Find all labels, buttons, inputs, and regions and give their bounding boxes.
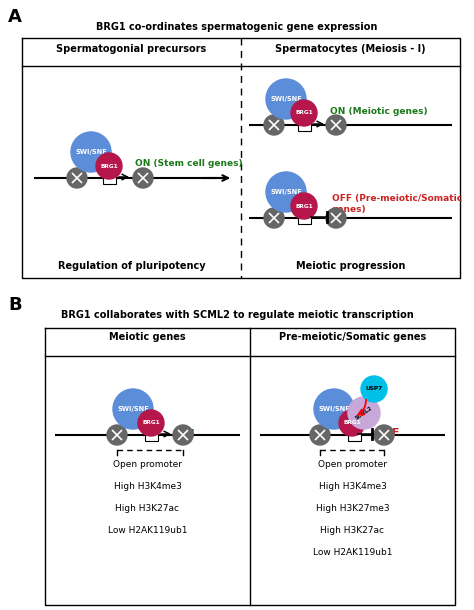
Text: Low H2AK119ub1: Low H2AK119ub1 — [108, 526, 187, 535]
Circle shape — [361, 376, 387, 402]
Text: Spermatocytes (Meiosis - I): Spermatocytes (Meiosis - I) — [275, 44, 426, 54]
Text: BRG1: BRG1 — [295, 204, 313, 209]
Text: High H3K27ac: High H3K27ac — [320, 526, 384, 535]
Text: SWI/SNF: SWI/SNF — [117, 406, 149, 412]
Bar — [298, 212, 311, 223]
Text: SWI/SNF: SWI/SNF — [270, 96, 302, 102]
Text: ON (Meiotic genes): ON (Meiotic genes) — [330, 107, 428, 115]
Circle shape — [173, 425, 193, 445]
Text: OFF: OFF — [376, 428, 401, 438]
Text: Regulation of pluripotency: Regulation of pluripotency — [58, 261, 205, 271]
Circle shape — [291, 193, 317, 219]
Text: BRG1 collaborates with SCML2 to regulate meiotic transcription: BRG1 collaborates with SCML2 to regulate… — [61, 310, 413, 320]
Text: BRG1: BRG1 — [100, 163, 118, 168]
Circle shape — [96, 153, 122, 179]
Circle shape — [310, 425, 330, 445]
Text: USP7: USP7 — [365, 387, 383, 392]
Text: Spermatogonial precursors: Spermatogonial precursors — [56, 44, 207, 54]
Circle shape — [326, 208, 346, 228]
Text: BRG1: BRG1 — [295, 110, 313, 115]
Text: ON: ON — [177, 429, 196, 439]
Text: BRG1 co-ordinates spermatogenic gene expression: BRG1 co-ordinates spermatogenic gene exp… — [96, 22, 378, 32]
Text: ON (Stem cell genes): ON (Stem cell genes) — [135, 159, 243, 168]
Circle shape — [266, 172, 306, 212]
Text: Pre-meiotic/Somatic genes: Pre-meiotic/Somatic genes — [279, 332, 426, 342]
Text: Open promoter: Open promoter — [113, 460, 182, 469]
Text: OFF (Pre-meiotic/Somatic
genes): OFF (Pre-meiotic/Somatic genes) — [332, 195, 462, 214]
Circle shape — [264, 208, 284, 228]
Circle shape — [67, 168, 87, 188]
Bar — [348, 429, 361, 440]
Text: A: A — [8, 8, 22, 26]
Text: Meiotic progression: Meiotic progression — [296, 261, 405, 271]
Circle shape — [138, 410, 164, 436]
Text: Meiotic genes: Meiotic genes — [109, 332, 186, 342]
Text: BRG1: BRG1 — [343, 420, 361, 426]
Circle shape — [314, 389, 354, 429]
Circle shape — [326, 115, 346, 135]
Circle shape — [71, 132, 111, 172]
Text: High H3K4me3: High H3K4me3 — [319, 482, 386, 491]
Text: Open promoter: Open promoter — [318, 460, 387, 469]
Text: High H3K27ac: High H3K27ac — [116, 504, 180, 513]
Text: B: B — [8, 296, 22, 314]
Text: High H3K4me3: High H3K4me3 — [114, 482, 182, 491]
Text: BRG1: BRG1 — [142, 420, 160, 426]
Circle shape — [107, 425, 127, 445]
Circle shape — [348, 397, 380, 429]
Circle shape — [133, 168, 153, 188]
Circle shape — [266, 79, 306, 119]
Text: SCML2: SCML2 — [355, 405, 374, 421]
Text: SWI/SNF: SWI/SNF — [318, 406, 350, 412]
Circle shape — [339, 410, 365, 436]
Bar — [298, 120, 311, 131]
Text: SWI/SNF: SWI/SNF — [75, 149, 107, 155]
Text: High H3K27me3: High H3K27me3 — [316, 504, 389, 513]
Text: SWI/SNF: SWI/SNF — [270, 189, 302, 195]
Circle shape — [291, 100, 317, 126]
Text: Low H2AK119ub1: Low H2AK119ub1 — [313, 548, 392, 557]
Bar — [145, 429, 158, 440]
Circle shape — [113, 389, 153, 429]
Circle shape — [374, 425, 394, 445]
Circle shape — [264, 115, 284, 135]
Bar — [103, 173, 116, 184]
